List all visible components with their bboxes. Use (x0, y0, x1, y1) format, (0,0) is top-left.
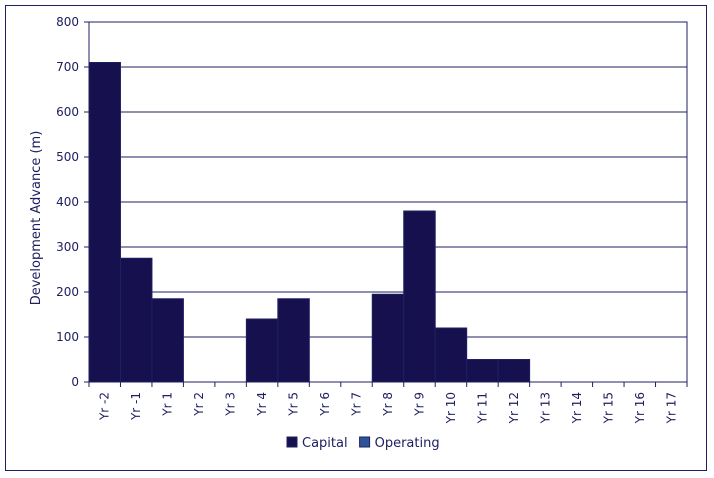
bar-capital-5 (245, 318, 279, 383)
y-tick-label: 300 (56, 240, 79, 254)
x-tick-label: Yr -2 (98, 392, 112, 421)
bar-capital-10 (403, 210, 436, 383)
y-tick-label: 200 (56, 285, 79, 299)
x-tick-label: Yr 17 (664, 392, 678, 424)
legend-swatch-capital (286, 436, 298, 448)
x-tick-label: Yr 7 (350, 392, 364, 417)
y-tick-label: 700 (56, 60, 79, 74)
y-tick-label: 600 (56, 105, 79, 119)
y-tick-labels: 0 100 200 300 400 500 600 700 800 (56, 15, 79, 389)
x-tick-label: Yr -1 (129, 392, 143, 421)
chart-frame (5, 5, 707, 471)
x-tick-label: Yr 13 (538, 392, 552, 424)
y-tick-label: 100 (56, 330, 79, 344)
bars (88, 62, 531, 383)
x-tick-label: Yr 5 (287, 392, 301, 417)
x-tick-label: Yr 3 (224, 392, 238, 417)
x-tick-label: Yr 15 (601, 392, 615, 424)
legend-label-capital: Capital (302, 436, 348, 451)
y-tick-label: 0 (71, 375, 79, 389)
y-tick-label: 500 (56, 150, 79, 164)
y-axis-title: Development Advance (m) (29, 131, 44, 306)
x-tick-label: Yr 4 (255, 392, 269, 417)
bar-capital-1 (119, 257, 153, 383)
bar-capital-12 (466, 359, 499, 383)
x-tick-label: Yr 6 (318, 392, 332, 417)
axes (84, 21, 688, 387)
x-tick-labels: Yr -2 Yr -1 Yr 1 Yr 2 Yr 3 Yr 4 Yr 5 Yr 6 Yr 7 Yr… (98, 392, 679, 424)
x-tick-label: Yr 14 (570, 392, 584, 424)
x-tick-label: Yr 8 (381, 392, 395, 417)
bar-capital-2 (151, 298, 184, 383)
x-tick-label: Yr 11 (475, 392, 489, 424)
x-tick-label: Yr 16 (633, 392, 647, 424)
y-tick-label: 400 (56, 195, 79, 209)
bar-capital-13 (497, 359, 531, 383)
bar-capital-11 (434, 327, 468, 383)
x-tick-label: Yr 9 (412, 392, 426, 417)
bar-capital-9 (371, 293, 405, 383)
x-tick-label: Yr 10 (444, 392, 458, 424)
y-tick-label: 800 (56, 15, 79, 29)
bar-capital-0 (88, 62, 121, 383)
x-tick-label: Yr 12 (507, 392, 521, 424)
x-tick-label: Yr 1 (161, 392, 175, 417)
legend: Capital Operating (286, 436, 440, 451)
legend-swatch-operating (359, 436, 371, 448)
legend-label-operating: Operating (375, 436, 440, 451)
bar-capital-6 (277, 298, 310, 383)
x-tick-label: Yr 2 (192, 392, 206, 417)
